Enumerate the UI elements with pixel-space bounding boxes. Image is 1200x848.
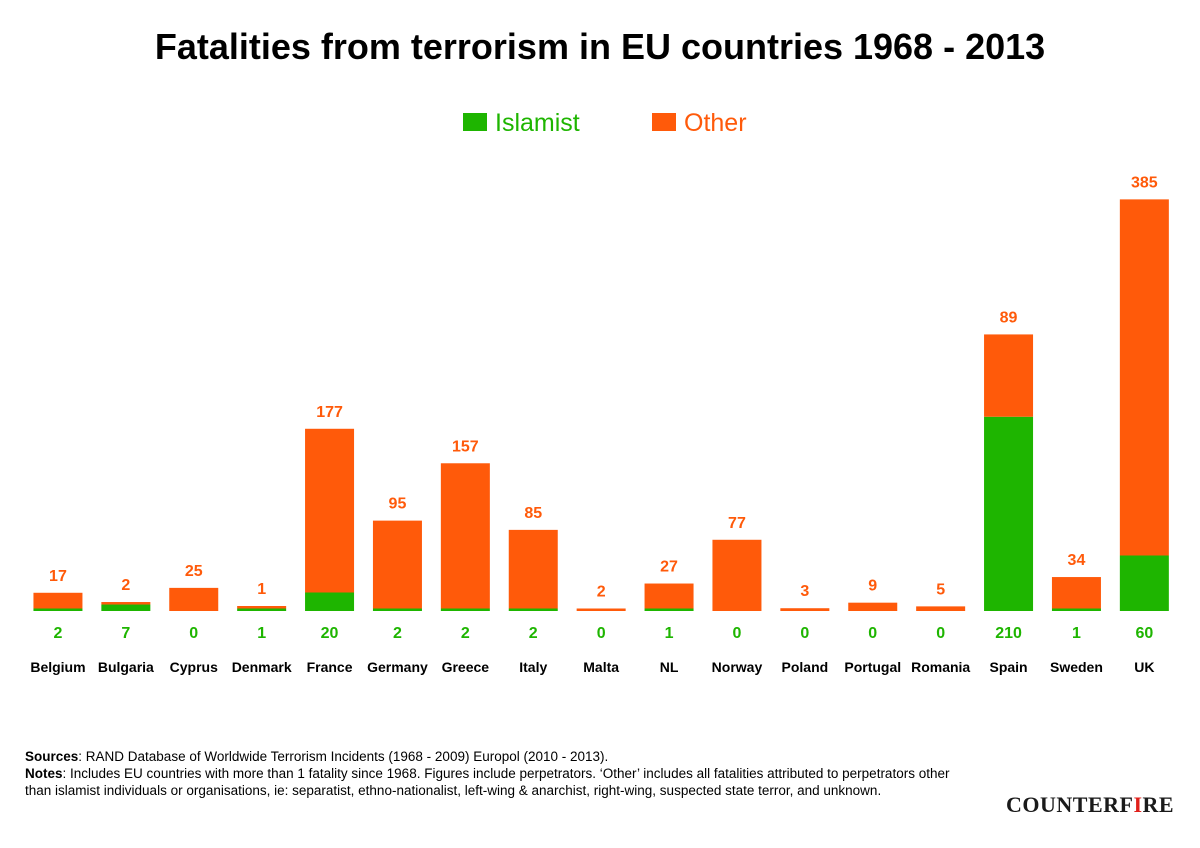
category-label-cyprus: Cyprus <box>170 659 218 675</box>
bar-islamist-sweden <box>1051 608 1101 611</box>
category-label-malta: Malta <box>583 659 619 675</box>
category-label-sweden: Sweden <box>1050 659 1103 675</box>
bar-other-malta <box>576 608 626 611</box>
data-label-other-sweden: 34 <box>1068 552 1086 569</box>
bar-other-italy <box>508 529 558 609</box>
data-label-islamist-germany: 2 <box>393 625 402 642</box>
data-label-other-portugal: 9 <box>868 578 877 595</box>
category-label-nl: NL <box>660 659 679 675</box>
data-label-other-romania: 5 <box>936 581 945 598</box>
logo-text-main: COUNTERF <box>1006 792 1134 817</box>
category-label-france: France <box>307 659 353 675</box>
bar-islamist-france <box>305 592 355 611</box>
bar-other-spain <box>984 334 1034 417</box>
bar-other-uk <box>1119 199 1169 556</box>
data-label-islamist-cyprus: 0 <box>189 625 198 642</box>
bar-other-nl <box>644 583 694 609</box>
category-label-italy: Italy <box>519 659 547 675</box>
category-label-belgium: Belgium <box>30 659 85 675</box>
bar-islamist-greece <box>440 608 490 611</box>
data-label-islamist-norway: 0 <box>732 625 741 642</box>
legend-label-islamist: Islamist <box>495 109 580 137</box>
data-label-other-spain: 89 <box>1000 309 1018 326</box>
bar-other-poland <box>780 608 830 611</box>
data-label-islamist-greece: 2 <box>461 625 470 642</box>
bar-other-france <box>305 428 355 593</box>
data-label-other-italy: 85 <box>524 505 542 522</box>
data-label-islamist-romania: 0 <box>936 625 945 642</box>
bar-other-portugal <box>848 602 898 611</box>
data-label-other-nl: 27 <box>660 559 678 576</box>
data-label-islamist-italy: 2 <box>529 625 538 642</box>
sources-label: Sources <box>25 749 79 764</box>
stacked-bar-chart: 172Belgium27Bulgaria250Cyprus11Denmark17… <box>30 174 1169 675</box>
category-label-uk: UK <box>1134 659 1154 675</box>
logo-text-accent: I <box>1133 792 1143 817</box>
sources-text: : RAND Database of Worldwide Terrorism I… <box>78 749 609 764</box>
data-label-islamist-nl: 1 <box>665 625 674 642</box>
data-label-other-greece: 157 <box>452 438 479 455</box>
category-label-denmark: Denmark <box>232 659 292 675</box>
bar-other-belgium <box>33 592 83 609</box>
legend-swatch-other <box>652 113 676 132</box>
bar-other-cyprus <box>169 587 219 611</box>
bar-islamist-belgium <box>33 608 83 611</box>
data-label-other-germany: 95 <box>389 496 407 513</box>
bar-islamist-spain <box>984 416 1034 611</box>
legend-item-other: Other <box>652 108 747 138</box>
data-label-islamist-bulgaria: 7 <box>121 625 130 642</box>
data-label-islamist-denmark: 1 <box>257 625 266 642</box>
data-label-other-france: 177 <box>316 404 343 421</box>
legend-label-other: Other <box>684 109 747 137</box>
counterfire-logo: COUNTERFIRE <box>1006 792 1174 818</box>
bar-other-denmark <box>237 606 287 609</box>
bar-islamist-bulgaria <box>101 604 151 611</box>
bar-islamist-germany <box>372 608 422 611</box>
data-label-islamist-belgium: 2 <box>53 625 62 642</box>
bar-islamist-nl <box>644 608 694 611</box>
data-label-islamist-malta: 0 <box>597 625 606 642</box>
data-label-other-belgium: 17 <box>49 568 67 585</box>
data-label-other-malta: 2 <box>597 584 606 601</box>
data-label-islamist-poland: 0 <box>800 625 809 642</box>
bar-other-germany <box>372 520 422 609</box>
category-label-bulgaria: Bulgaria <box>98 659 154 675</box>
category-label-greece: Greece <box>442 659 490 675</box>
bar-other-romania <box>916 606 966 611</box>
data-label-islamist-spain: 210 <box>995 625 1022 642</box>
category-label-germany: Germany <box>367 659 428 675</box>
notes-label: Notes <box>25 766 63 781</box>
category-label-portugal: Portugal <box>844 659 901 675</box>
data-label-other-bulgaria: 2 <box>121 577 130 594</box>
bar-other-greece <box>440 463 490 609</box>
bar-other-bulgaria <box>101 602 151 605</box>
legend-item-islamist: Islamist <box>463 108 580 138</box>
data-label-other-denmark: 1 <box>257 581 266 598</box>
sources-line: Sources: RAND Database of Worldwide Terr… <box>25 748 965 765</box>
data-label-other-uk: 385 <box>1131 174 1158 191</box>
bar-islamist-italy <box>508 608 558 611</box>
notes-line: Notes: Includes EU countries with more t… <box>25 765 965 799</box>
data-label-other-norway: 77 <box>728 515 746 532</box>
notes-text: : Includes EU countries with more than 1… <box>25 766 950 798</box>
data-label-islamist-sweden: 1 <box>1072 625 1081 642</box>
category-label-norway: Norway <box>712 659 763 675</box>
bar-islamist-uk <box>1119 555 1169 611</box>
category-label-poland: Poland <box>782 659 829 675</box>
chart-title: Fatalities from terrorism in EU countrie… <box>154 26 1046 67</box>
legend-swatch-islamist <box>463 113 487 132</box>
bar-other-norway <box>712 539 762 611</box>
category-label-romania: Romania <box>911 659 970 675</box>
category-label-spain: Spain <box>989 659 1027 675</box>
data-label-other-cyprus: 25 <box>185 563 203 580</box>
data-label-islamist-france: 20 <box>321 625 339 642</box>
data-label-islamist-uk: 60 <box>1135 625 1153 642</box>
data-label-other-poland: 3 <box>800 583 809 600</box>
data-label-islamist-portugal: 0 <box>868 625 877 642</box>
footer-notes: Sources: RAND Database of Worldwide Terr… <box>25 748 965 799</box>
bar-islamist-denmark <box>237 608 287 611</box>
bar-other-sweden <box>1051 577 1101 609</box>
logo-text-end: RE <box>1142 792 1175 817</box>
